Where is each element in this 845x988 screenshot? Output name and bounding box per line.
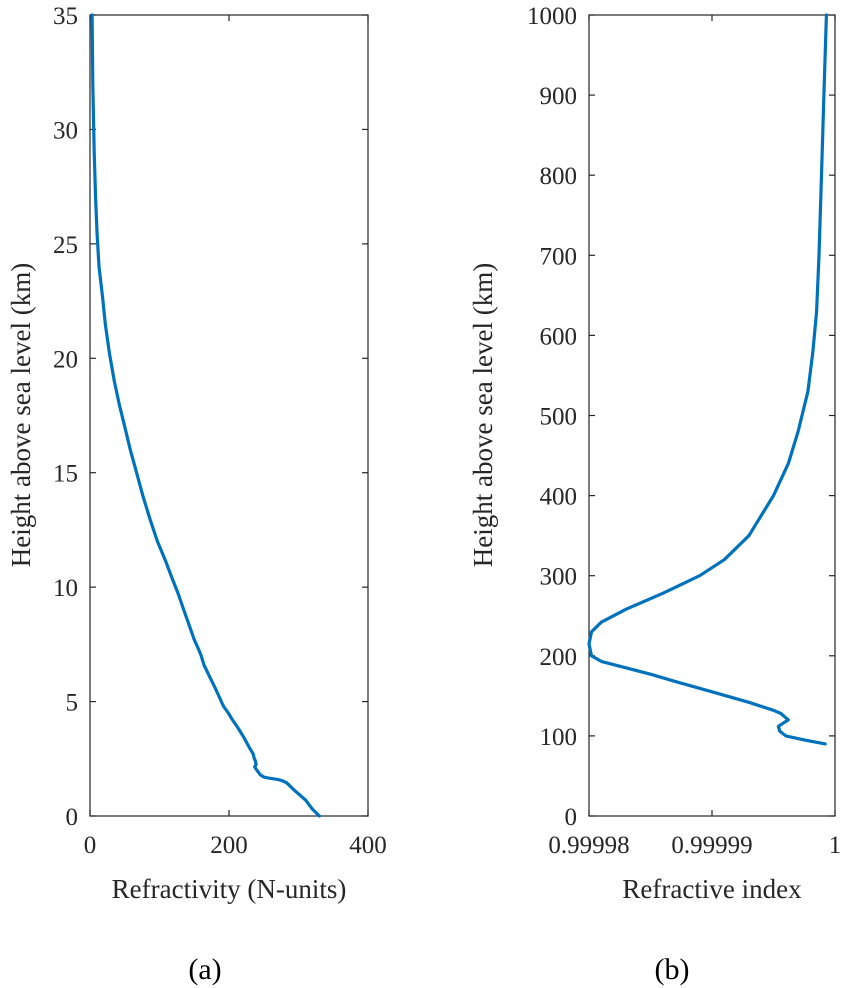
plot-a-ytick-label: 15 xyxy=(53,461,78,488)
caption-a: (a) xyxy=(188,953,221,986)
panel-a: 0 200 400 0 5 10 15 20 25 30 35 Refractivity (N-un… xyxy=(6,3,387,986)
plot-b-ytick-label: 600 xyxy=(540,323,578,350)
plot-b-ytick-label: 900 xyxy=(540,83,578,110)
plot-a-ylabel: Height above sea level (km) xyxy=(6,263,36,567)
plot-a-xtick-label: 200 xyxy=(210,832,248,859)
plot-b-frame xyxy=(588,14,836,817)
plot-a-ticks: 0 200 400 0 5 10 15 20 25 30 35 xyxy=(53,3,387,859)
plot-b-xlabel: Refractive index xyxy=(622,874,802,904)
plot-b-ticks: 0.99998 0.99999 1 0 100 200 300 400 500 600 700 800… xyxy=(527,3,841,859)
plot-b-ytick-label: 500 xyxy=(540,404,578,431)
plot-b-ytick-label: 800 xyxy=(540,163,578,190)
plot-a-ytick-label: 5 xyxy=(66,690,79,717)
plot-a-ytick-label: 30 xyxy=(53,117,78,144)
plot-a-series-line xyxy=(90,13,321,818)
plot-b-ytick-label: 200 xyxy=(540,644,578,671)
plot-b-xtick-label: 0.99999 xyxy=(671,832,752,859)
plot-a-ytick-label: 20 xyxy=(53,346,78,373)
plot-b-series-line xyxy=(587,13,828,746)
plot-a-xtick-label: 0 xyxy=(84,832,97,859)
plot-a-ytick-label: 25 xyxy=(53,232,78,259)
plot-b-ytick-label: 1000 xyxy=(527,3,577,30)
plot-b-ytick-label: 700 xyxy=(540,243,578,270)
plot-a-ytick-label: 0 xyxy=(66,804,79,831)
plot-b-ytick-label: 100 xyxy=(540,724,578,751)
plot-b-xtick-label: 1 xyxy=(829,832,842,859)
panel-b: 0.99998 0.99999 1 0 100 200 300 400 500 600 700 800… xyxy=(468,3,841,986)
caption-b: (b) xyxy=(655,953,690,986)
plot-a-xtick-label: 400 xyxy=(349,832,387,859)
plot-b-xtick-label: 0.99998 xyxy=(548,832,629,859)
plot-b-ytick-label: 300 xyxy=(540,564,578,591)
plot-b-ytick-label: 0 xyxy=(565,804,578,831)
plot-a-ytick-label: 35 xyxy=(53,3,78,30)
plot-a-xlabel: Refractivity (N-units) xyxy=(112,874,347,904)
plot-a-ytick-label: 10 xyxy=(53,575,78,602)
plot-b-ytick-label: 400 xyxy=(540,484,578,511)
plot-a-frame xyxy=(89,14,369,817)
plot-b-ylabel: Height above sea level (km) xyxy=(468,263,498,567)
